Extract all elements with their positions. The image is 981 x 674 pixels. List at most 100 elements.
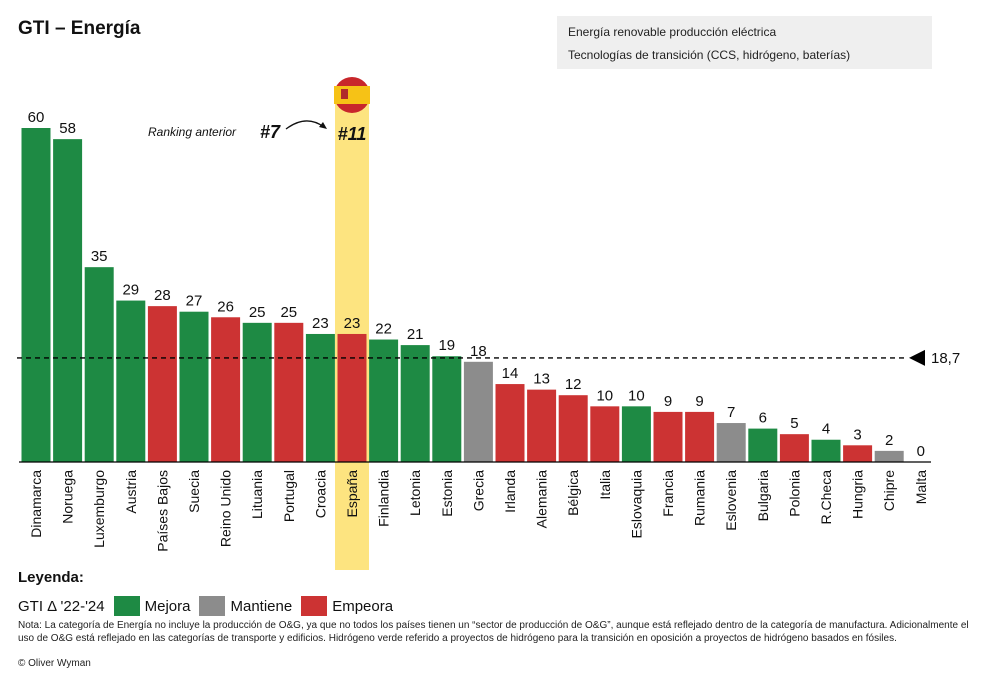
bar-r-checa	[811, 439, 841, 462]
category-label-irlanda: Irlanda	[502, 470, 518, 513]
value-label-bulgaria: 6	[759, 410, 767, 427]
category-label-noruega: Noruega	[60, 470, 76, 524]
category-label-austria: Austria	[123, 470, 139, 514]
spain-flag-crest	[341, 89, 348, 99]
highlight-column	[335, 95, 369, 570]
bar-eslovaquia	[621, 406, 651, 462]
current-rank: #11	[338, 124, 367, 144]
category-label-luxemburgo: Luxemburgo	[91, 470, 107, 548]
category-label-croacia: Croacia	[312, 470, 328, 518]
bar-portugal	[274, 322, 304, 462]
bar-croacia	[305, 333, 335, 462]
value-label-irlanda: 14	[502, 365, 519, 382]
value-label-eslovaquia: 10	[628, 387, 645, 404]
previous-ranking-label: Ranking anterior	[148, 125, 237, 139]
category-label-eslovenia: Eslovenia	[723, 470, 739, 531]
value-label-malta: 0	[917, 443, 925, 460]
legend-title: Leyenda:	[18, 569, 84, 586]
category-label-r-checa: R.Checa	[818, 470, 834, 525]
bar-francia	[653, 411, 683, 462]
bar-bulgaria	[748, 428, 778, 462]
legend-prefix: GTI Δ '22-'24	[18, 597, 105, 615]
bar-lituania	[242, 322, 272, 462]
bar-grecia	[463, 361, 493, 462]
category-label-francia: Francia	[660, 470, 676, 517]
bar-polonia	[779, 434, 809, 462]
category-label-lituania: Lituania	[249, 470, 265, 519]
category-label-chipre: Chipre	[881, 470, 897, 511]
value-label-croacia: 23	[312, 315, 329, 332]
value-label-italia: 10	[596, 387, 613, 404]
category-label-eslovaquia: Eslovaquia	[628, 470, 644, 539]
bar-irlanda	[495, 384, 525, 462]
value-label-suecia: 27	[186, 293, 203, 310]
value-label-grecia: 18	[470, 343, 487, 360]
bar-estonia	[432, 356, 462, 462]
bar-eslovenia	[716, 423, 746, 462]
bar-luxemburgo	[84, 267, 114, 462]
category-description-box: Energía renovable producción eléctrica T…	[557, 16, 932, 69]
chart-title: GTI – Energía	[18, 18, 141, 39]
category-label-estonia: Estonia	[439, 470, 455, 517]
previous-rank: #7	[260, 122, 281, 142]
category-label-malta: Malta	[913, 470, 929, 504]
category-label-hungria: Hungria	[850, 470, 866, 519]
bar-reino-unido	[211, 317, 241, 462]
category-label-dinamarca: Dinamarca	[28, 470, 44, 538]
value-label-espana: 23	[344, 315, 361, 332]
value-label-polonia: 5	[790, 415, 798, 432]
value-label-luxemburgo: 35	[91, 248, 108, 265]
copyright: © Oliver Wyman	[18, 658, 91, 669]
legend-label-empeora: Empeora	[332, 597, 394, 615]
value-label-chipre: 2	[885, 432, 893, 449]
bar-dinamarca	[21, 128, 51, 462]
average-marker-icon	[909, 349, 925, 366]
bar-rumania	[685, 411, 715, 462]
category-label-reino-unido: Reino Unido	[218, 470, 234, 547]
bar-espana	[337, 333, 367, 462]
bar-chipre	[874, 450, 904, 462]
bar-noruega	[53, 139, 83, 462]
value-label-francia: 9	[664, 393, 672, 410]
category-label-suecia: Suecia	[186, 470, 202, 513]
bar-hungria	[843, 445, 873, 462]
average-label: 18,7	[931, 350, 960, 367]
value-label-austria: 29	[122, 282, 139, 299]
value-label-portugal: 25	[280, 304, 297, 321]
category-label-belgica: Bélgica	[565, 470, 581, 516]
footnote: Nota: La categoría de Energía no incluye…	[18, 620, 969, 644]
value-label-lituania: 25	[249, 304, 266, 321]
category-label-paises-bajos: Países Bajos	[154, 470, 170, 552]
bar-belgica	[558, 395, 588, 462]
bar-finlandia	[369, 339, 399, 462]
bar-letonia	[400, 345, 430, 462]
category-label-espana: España	[344, 470, 360, 518]
value-label-finlandia: 22	[375, 321, 392, 338]
bar-italia	[590, 406, 620, 462]
value-label-r-checa: 4	[822, 421, 830, 438]
category-label-italia: Italia	[597, 470, 613, 500]
value-label-alemania: 13	[533, 371, 550, 388]
value-label-rumania: 9	[695, 393, 703, 410]
category-label-bulgaria: Bulgaria	[755, 470, 771, 522]
category-label-alemania: Alemania	[534, 470, 550, 529]
legend: GTI Δ '22-'24 Mejora Mantiene Empeora	[18, 596, 393, 616]
description-line-renewable: Energía renovable producción eléctrica	[568, 25, 777, 39]
value-label-eslovenia: 7	[727, 404, 735, 421]
category-label-rumania: Rumania	[692, 470, 708, 526]
bar-paises-bajos	[147, 306, 177, 462]
description-line-transition: Tecnologías de transición (CCS, hidrógen…	[568, 48, 851, 62]
category-label-portugal: Portugal	[281, 470, 297, 522]
value-label-paises-bajos: 28	[154, 287, 171, 304]
category-label-polonia: Polonia	[786, 470, 802, 517]
category-label-finlandia: Finlandia	[376, 470, 392, 527]
value-label-reino-unido: 26	[217, 298, 234, 315]
category-label-grecia: Grecia	[470, 470, 486, 511]
bar-alemania	[527, 389, 557, 462]
legend-swatch-mejora	[113, 596, 140, 616]
legend-swatch-mantiene	[199, 596, 226, 616]
value-label-noruega: 58	[59, 120, 76, 137]
value-label-letonia: 21	[407, 326, 424, 343]
value-label-estonia: 19	[438, 337, 455, 354]
legend-label-mantiene: Mantiene	[230, 597, 293, 615]
